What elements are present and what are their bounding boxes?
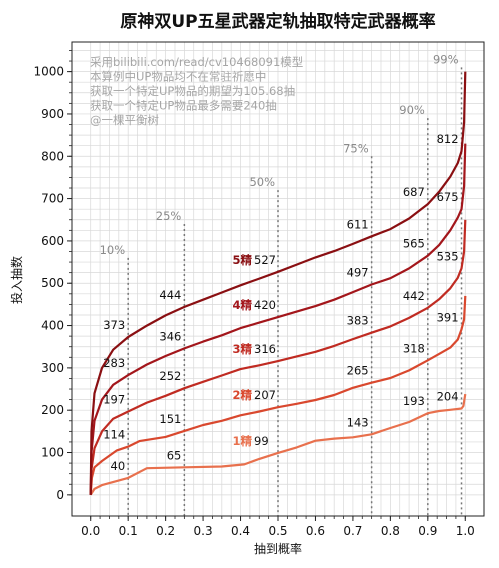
percentile-label: 50% [249,175,275,189]
axes: 0.0 0.1 0.2 0.3 0.4 0.5 0.6 0.7 0.8 0.9 1.0 0 100 200… [33,50,475,538]
series-lines [89,71,467,496]
x-tick-label: 0.0 [81,524,100,538]
x-tick-label: 0.8 [381,524,400,538]
y-tick-label: 500 [41,276,64,290]
series-median-label: 527 [254,253,276,267]
data-label: 197 [103,392,125,406]
series-name-label: 1精 [232,434,252,448]
x-tick-label: 0.3 [194,524,213,538]
series-line [89,219,467,495]
data-label: 812 [437,132,459,146]
percentile-label: 25% [156,209,182,223]
y-tick-label: 800 [41,149,64,163]
data-label: 265 [347,364,369,378]
data-label: 535 [437,249,459,263]
series-median-label: 99 [254,434,269,448]
series-line [89,143,467,495]
data-label: 283 [103,356,125,370]
data-label: 675 [437,190,459,204]
series-line [89,393,467,496]
data-label: 346 [159,329,181,343]
note-line: 采用bilibili.com/read/cv10468091模型 [90,55,303,69]
grid [72,42,484,516]
data-labels: 40 65 143 193 204 1精 99 114 151 265 318 391 2精 207 197… [103,132,458,473]
x-tick-label: 0.4 [231,524,250,538]
y-tick-label: 1000 [33,65,64,79]
y-tick-label: 200 [41,403,64,417]
series-median-label: 316 [254,342,276,356]
percentile-markers: 10% 25% 50% 75% 90% 99% [100,52,463,516]
data-label: 252 [159,369,181,383]
series-median-label: 420 [254,298,276,312]
data-label: 383 [347,314,369,328]
data-label: 391 [437,310,459,324]
series-median-label: 207 [254,388,276,402]
data-label: 204 [437,390,459,404]
x-tick-label: 1.0 [456,524,475,538]
data-label: 65 [167,448,182,462]
x-tick-label: 0.5 [268,524,287,538]
data-label: 193 [403,394,425,408]
data-label: 40 [111,459,126,473]
note-line: @一棵平衡树 [90,113,159,127]
percentile-label: 90% [399,103,425,117]
series-name-label: 3精 [232,342,252,356]
note-line: 获取一个特定UP物品最多需要240抽 [90,99,277,113]
chart-title: 原神双UP五星武器定轨抽取特定武器概率 [120,11,435,32]
data-label: 611 [347,217,369,231]
series-line [89,295,467,495]
data-label: 442 [403,289,425,303]
y-tick-label: 700 [41,192,64,206]
data-label: 565 [403,237,425,251]
x-tick-label: 0.6 [306,524,325,538]
y-tick-label: 100 [41,446,64,460]
x-tick-label: 0.2 [156,524,175,538]
data-label: 114 [103,428,125,442]
x-tick-label: 0.9 [418,524,437,538]
series-name-label: 4精 [232,298,252,312]
series-name-label: 5精 [232,253,252,267]
y-tick-label: 400 [41,319,64,333]
x-tick-label: 0.7 [343,524,362,538]
data-label: 497 [347,266,369,280]
percentile-label: 10% [100,243,126,257]
y-axis-label: 投入抽数 [9,256,24,304]
data-label: 318 [403,341,425,355]
y-tick-label: 600 [41,234,64,248]
annotation-notes: 采用bilibili.com/read/cv10468091模型本算例中UP物品… [90,55,303,127]
series-line [89,71,467,495]
series-name-label: 2精 [232,388,252,402]
data-label: 444 [159,288,181,302]
data-label: 373 [103,318,125,332]
y-tick-label: 300 [41,361,64,375]
percentile-label: 99% [433,52,459,66]
x-tick-label: 0.1 [119,524,138,538]
note-line: 本算例中UP物品均不在常驻祈愿中 [90,70,266,84]
data-label: 143 [347,415,369,429]
y-tick-label: 0 [56,488,64,502]
percentile-label: 75% [343,141,369,155]
y-tick-label: 900 [41,107,64,121]
note-line: 获取一个特定UP物品的期望为105.68抽 [90,84,295,98]
data-label: 151 [159,412,181,426]
data-label: 687 [403,185,425,199]
x-axis-label: 抽到概率 [254,541,302,556]
